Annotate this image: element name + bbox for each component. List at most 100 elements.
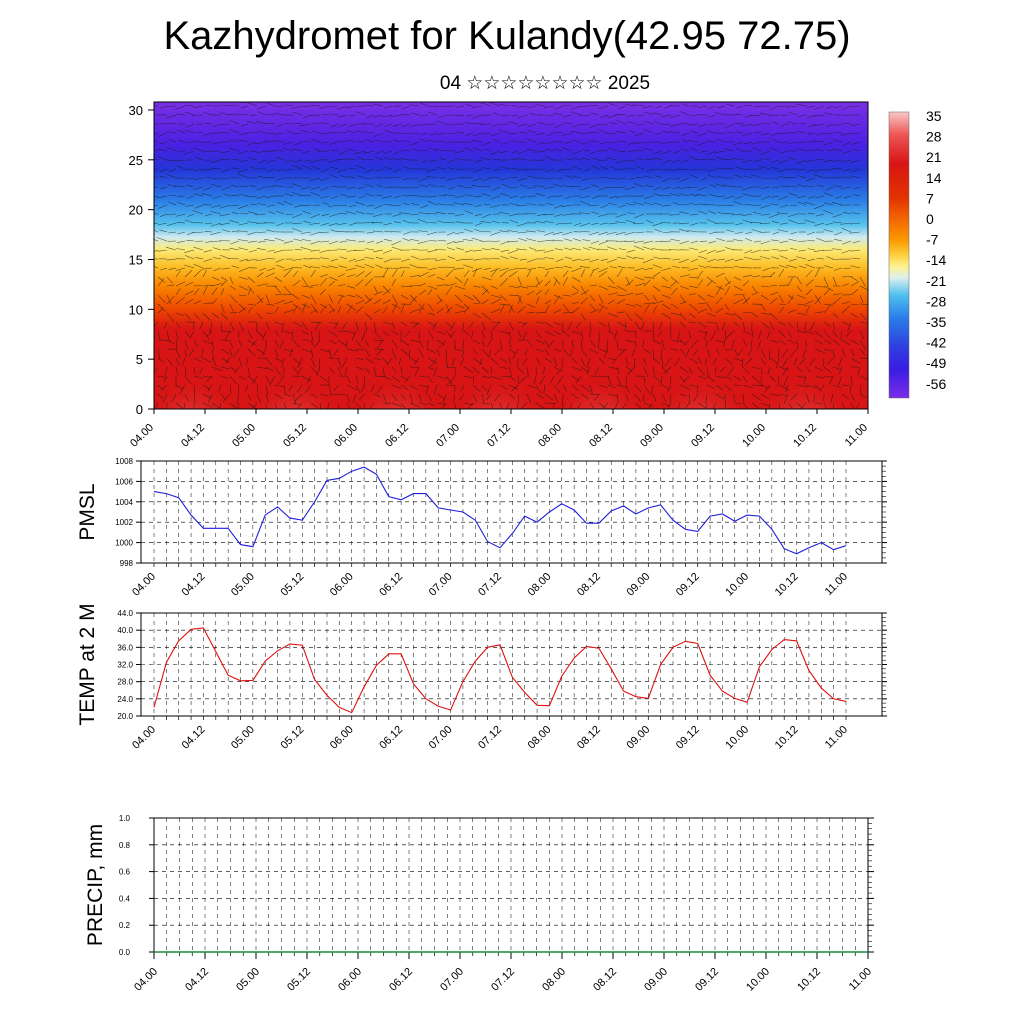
x-tick-label: 06.00 — [332, 422, 360, 450]
wind-vector — [777, 375, 780, 387]
wind-vector — [769, 348, 771, 360]
wind-vector — [582, 149, 591, 152]
wind-vector — [652, 321, 655, 331]
wind-vector — [533, 375, 537, 385]
wind-vector — [454, 150, 465, 154]
wind-vector — [594, 366, 600, 376]
wind-vector — [249, 184, 258, 188]
wind-vector — [778, 393, 787, 397]
wind-vector — [553, 321, 561, 326]
wind-vector — [474, 229, 483, 233]
wind-vector — [657, 330, 663, 338]
wind-vector — [634, 321, 642, 331]
wind-vector — [553, 348, 562, 352]
wind-vector — [698, 249, 708, 253]
x-tick-label: 10.12 — [773, 571, 801, 599]
wind-vector — [185, 105, 195, 107]
wind-vector — [625, 104, 636, 107]
wind-vector — [706, 366, 709, 378]
wind-vector — [175, 339, 178, 349]
wind-vector — [229, 220, 240, 224]
wind-vector — [653, 150, 663, 155]
wind-vector — [579, 266, 591, 269]
wind-vector — [229, 285, 237, 290]
wind-vector — [832, 330, 838, 338]
wind-vector — [419, 195, 429, 197]
wind-vector — [257, 175, 267, 179]
wind-vector — [499, 357, 508, 363]
wind-vector — [807, 149, 816, 152]
wind-vector — [760, 393, 770, 400]
wind-vector — [408, 348, 411, 359]
wind-vector — [464, 147, 474, 152]
wind-vector — [481, 299, 489, 305]
wind-vector — [230, 194, 240, 197]
wind-vector — [554, 204, 564, 209]
wind-vector-field — [154, 102, 868, 409]
wind-vector — [591, 211, 600, 215]
wind-vector — [552, 231, 564, 235]
wind-vector — [567, 321, 573, 331]
wind-vector — [319, 122, 330, 125]
wind-vector — [724, 330, 727, 341]
wind-vector — [553, 393, 559, 403]
wind-vector — [625, 366, 633, 371]
wind-vector — [796, 294, 806, 299]
wind-vector — [829, 375, 834, 386]
wind-vector — [507, 249, 519, 254]
wind-vector — [544, 288, 550, 296]
wind-vector — [436, 299, 443, 305]
wind-vector — [679, 222, 690, 225]
wind-vector — [427, 289, 433, 296]
wind-vector — [751, 375, 761, 384]
wind-vector — [184, 219, 195, 224]
wind-vector — [625, 384, 630, 393]
wind-vector — [472, 393, 478, 403]
wind-vector — [634, 267, 645, 272]
wind-vector — [474, 204, 483, 207]
wind-vector — [286, 130, 294, 134]
x-tick-label: 09.12 — [674, 724, 702, 752]
wind-vector — [845, 330, 852, 338]
wind-vector — [797, 201, 807, 206]
wind-vector — [752, 258, 762, 260]
y-tick-label: 0.0 — [119, 948, 131, 957]
wind-vector — [625, 339, 636, 343]
wind-vector — [157, 303, 166, 312]
wind-vector — [452, 357, 456, 366]
wind-vector — [670, 312, 682, 316]
wind-vector — [833, 105, 843, 109]
wind-vector — [652, 330, 655, 342]
wind-vector — [543, 213, 555, 216]
wind-vector — [373, 114, 384, 118]
wind-vector — [442, 393, 447, 404]
wind-vector — [247, 195, 258, 198]
wind-vector — [616, 393, 619, 403]
wind-vector — [455, 221, 465, 224]
wind-vector — [355, 384, 361, 395]
wind-vector — [841, 393, 849, 400]
wind-vector — [301, 302, 307, 314]
wind-vector — [472, 168, 483, 173]
wind-vector — [202, 269, 207, 278]
wind-vector — [771, 239, 780, 242]
wind-vector — [212, 247, 222, 251]
wind-vector — [418, 230, 429, 233]
wind-vector — [373, 213, 384, 217]
wind-vector — [204, 104, 213, 107]
wind-vector — [154, 176, 159, 179]
wind-vector — [481, 393, 485, 403]
wind-vector — [168, 267, 177, 270]
wind-vector — [526, 303, 536, 308]
wind-vector — [159, 213, 168, 217]
wind-vector — [517, 267, 528, 270]
wind-vector — [218, 384, 222, 393]
wind-vector — [516, 248, 528, 251]
wind-vector — [544, 231, 555, 236]
wind-vector — [309, 231, 321, 236]
wind-vector — [688, 285, 698, 288]
wind-vector — [561, 168, 573, 170]
wind-vector — [606, 157, 618, 161]
wind-vector — [446, 240, 456, 245]
y-tick-label: 24.0 — [117, 695, 133, 704]
